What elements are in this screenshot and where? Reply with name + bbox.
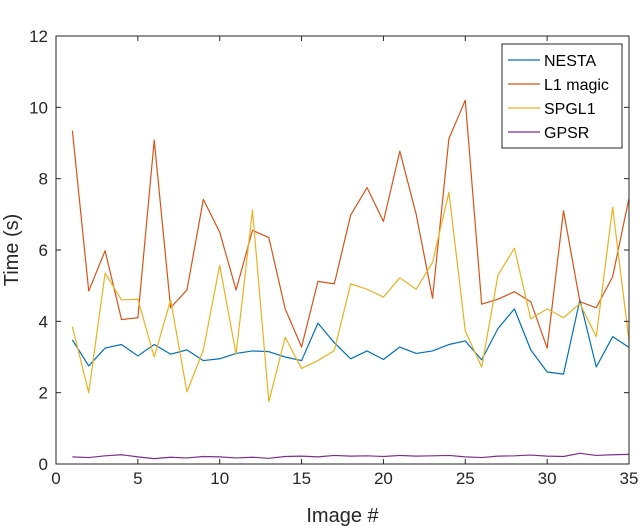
- series-layer: [71, 99, 630, 460]
- y-tick-label: 2: [39, 384, 48, 403]
- y-tick-label: 4: [39, 312, 48, 331]
- series-line-l1-magic: [71, 99, 630, 349]
- series-line-nesta: [71, 299, 630, 375]
- x-tick-label: 30: [538, 469, 557, 488]
- x-tick-label: 0: [51, 469, 60, 488]
- y-tick-label: 8: [39, 170, 48, 189]
- y-tick-label: 12: [29, 27, 48, 46]
- y-tick-label: 10: [29, 98, 48, 117]
- legend: NESTA L1 magic SPGL1 GPSR: [501, 43, 623, 149]
- axes-layer: 0 5 10 15 20 25 30 35 0 2 4 6 8 10 12: [29, 27, 638, 488]
- x-tick-label: 25: [456, 469, 475, 488]
- y-tick-label: 0: [39, 455, 48, 474]
- legend-label: NESTA: [544, 53, 596, 70]
- x-tick-label: 20: [374, 469, 393, 488]
- series-line-gpsr: [72, 452, 630, 460]
- y-axis-label: Time (s): [1, 214, 23, 287]
- y-tick-label: 6: [39, 241, 48, 260]
- legend-label: SPGL1: [544, 101, 596, 118]
- x-tick-label: 35: [620, 469, 639, 488]
- legend-label: L1 magic: [544, 77, 609, 94]
- x-tick-label: 5: [133, 469, 142, 488]
- legend-label: GPSR: [544, 125, 589, 142]
- x-tick-label: 15: [292, 469, 311, 488]
- legend-box: [501, 43, 623, 149]
- x-axis-label: Image #: [306, 505, 379, 526]
- series-line-spgl1: [71, 191, 630, 403]
- x-tick-label: 10: [210, 469, 229, 488]
